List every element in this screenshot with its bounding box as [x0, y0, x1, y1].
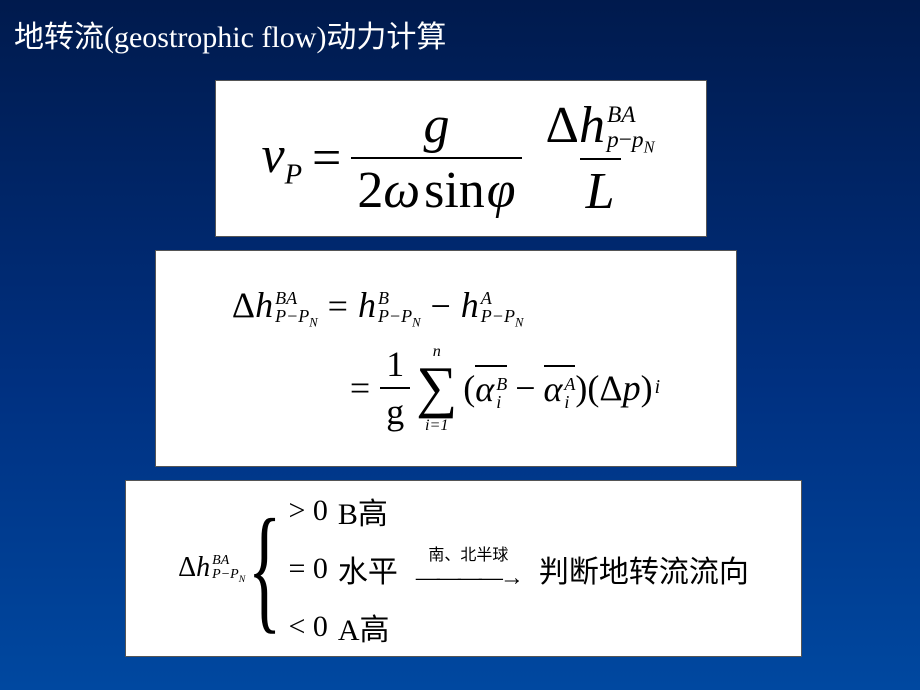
alpha-B-bar: α B i: [475, 365, 507, 411]
fraction-1-over-g: 1 g: [380, 343, 410, 433]
equation-panel-1: vP = g 2ωsinφ Δh BA p−pN L: [215, 80, 707, 237]
equation-2: Δh BA P−PN = h B P−PN − h A P−PN: [232, 284, 660, 433]
equals-sign: =: [350, 367, 370, 409]
close-paren: ): [641, 367, 653, 409]
term-h-B: h B P−PN: [358, 284, 421, 329]
conclusion-text: 判断地转流流向: [539, 547, 749, 591]
fraction-g-over-2wsinphi: g 2ωsinφ: [351, 96, 521, 220]
equation-panel-3: Δh BA P−PN { > 0 B高 = 0 水平 南、北半球 ————→ 判…: [125, 480, 802, 657]
minus-sign: −: [430, 285, 450, 327]
equation-panel-2: Δh BA P−PN = h B P−PN − h A P−PN: [155, 250, 737, 467]
denominator-L: L: [580, 158, 621, 221]
minus-sign: −: [515, 367, 535, 409]
fraction-dh-over-L: Δh BA p−pN L: [540, 96, 661, 221]
equals-sign: =: [328, 285, 348, 327]
cases-column: > 0 B高 = 0 水平 南、北半球 ————→ 判断地转流流向 < 0 A高: [288, 489, 748, 649]
denominator-2wsinphi: 2ωsinφ: [351, 157, 521, 220]
case-gt-0: > 0 B高: [288, 489, 748, 533]
open-paren: (: [463, 367, 475, 409]
numerator-g: g: [417, 96, 455, 157]
open-paren: (: [587, 367, 599, 409]
equation-1: vP = g 2ωsinφ Δh BA p−pN L: [261, 96, 660, 221]
equals-sign: =: [312, 129, 341, 188]
slide-title: 地转流(geostrophic flow)动力计算: [14, 12, 446, 56]
close-paren: ): [575, 367, 587, 409]
term-h-A: h A P−PN: [461, 284, 524, 329]
numerator-delta-h: Δh BA p−pN: [540, 96, 661, 158]
lhs-delta-h-BA: Δh BA P−PN: [232, 284, 318, 329]
var-v: vP: [261, 126, 302, 191]
equation-3: Δh BA P−PN { > 0 B高 = 0 水平 南、北半球 ————→ 判…: [178, 489, 749, 649]
case-lt-0: < 0 A高: [288, 605, 748, 649]
subscript-i: i: [655, 376, 661, 399]
summation: n ∑ i=1: [416, 343, 457, 433]
lhs-delta-h-BA: Δh BA P−PN: [178, 552, 245, 585]
superscript-BA: BA: [607, 104, 655, 127]
alpha-A-bar: α A i: [544, 365, 576, 411]
delta-p: Δp: [599, 367, 640, 409]
subscript-p-pn: p−pN: [607, 129, 655, 156]
case-eq-0: = 0 水平 南、北半球 ————→ 判断地转流流向: [288, 547, 748, 591]
arrow-hemisphere: 南、北半球 ————→: [416, 548, 521, 590]
left-brace: {: [248, 513, 282, 625]
